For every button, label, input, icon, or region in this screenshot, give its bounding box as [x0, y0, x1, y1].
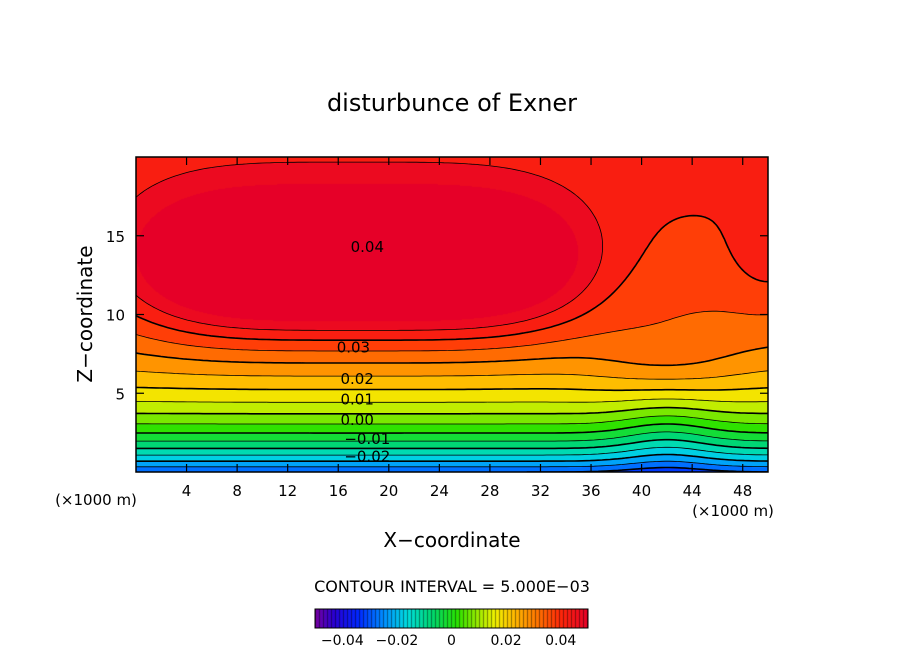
x-unit-label: (×1000 m): [692, 502, 774, 520]
contour-line: [136, 446, 768, 456]
contour-label: 0.03: [337, 339, 370, 357]
contour-line: [136, 310, 768, 352]
contour-line: [136, 415, 768, 425]
contour-interval-label: CONTOUR INTERVAL = 5.000E−03: [314, 577, 590, 596]
x-tick-label: 36: [581, 482, 600, 500]
colorbar-gradient: [315, 609, 588, 628]
colorbar-tick-label: −0.02: [375, 633, 418, 649]
contour-line: [136, 423, 768, 434]
contour-line: [136, 346, 768, 367]
x-tick-label: 40: [632, 482, 651, 500]
contour-line: [136, 386, 768, 392]
contour-line: [136, 438, 768, 450]
contour-line: [136, 214, 768, 341]
x-tick-label: 48: [733, 482, 752, 500]
contour-line: [136, 398, 768, 403]
colorbar-tick-label: 0: [447, 633, 456, 649]
contour-label: −0.01: [344, 430, 390, 448]
contour-line: [136, 460, 768, 468]
x-tick-label: 12: [278, 482, 297, 500]
colorbar-tick-labels: −0.04 −0.02 0 0.02 0.04: [321, 633, 577, 649]
contour-label: −0.02: [344, 447, 390, 465]
x-axis-title: X−coordinate: [383, 528, 520, 552]
contour-label: 0.00: [340, 411, 373, 429]
contour-line: [136, 370, 768, 380]
heatmap-fill: [136, 157, 768, 472]
plot-area: 0.040.030.020.010.00−0.01−0.02 4 8 12 16 20 2…: [106, 156, 769, 500]
y-tick-label: 15: [106, 228, 125, 246]
x-tick-label: 44: [683, 482, 702, 500]
x-tick-label: 24: [430, 482, 449, 500]
contour-line: [136, 406, 768, 415]
colorbar-tick-label: 0.02: [491, 633, 522, 649]
x-tick-label: 8: [232, 482, 242, 500]
contour-lines: [136, 161, 768, 472]
colorbar-tick-label: 0.04: [545, 633, 576, 649]
chart-title: disturbunce of Exner: [327, 89, 577, 117]
contour-label: 0.04: [351, 238, 384, 256]
x-axis-ticks: 4 8 12 16 20 24 28 32 36 40 44 48: [182, 157, 752, 500]
contour-line: [136, 431, 768, 442]
y-tick-label: 10: [106, 307, 125, 325]
colorbar: −0.04 −0.02 0 0.02 0.04: [314, 608, 589, 649]
x-tick-label: 4: [182, 482, 192, 500]
colorbar-tick-label: −0.04: [321, 633, 364, 649]
y-tick-label: 5: [115, 385, 125, 403]
x-tick-label: 32: [531, 482, 550, 500]
contour-label: 0.01: [340, 391, 373, 409]
y-axis-ticks: 5 10 15: [106, 228, 768, 403]
contour-label: 0.02: [340, 370, 373, 388]
contour-labels: 0.04 0.03 0.02 0.01 0.00−0.01−0.02: [337, 238, 391, 465]
y-axis-title: Z−coordinate: [73, 245, 97, 382]
colorbar-frame: [314, 608, 589, 629]
x-tick-label: 20: [379, 482, 398, 500]
contour-line: [136, 161, 603, 331]
x-tick-label: 28: [480, 482, 499, 500]
x-tick-label: 16: [329, 482, 348, 500]
y-unit-label: (×1000 m): [55, 491, 137, 509]
contour-line: [136, 453, 768, 462]
